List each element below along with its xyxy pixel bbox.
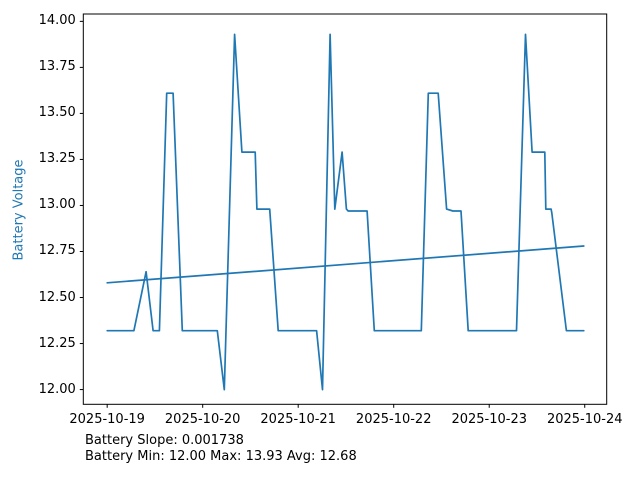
y-tick-label: 14.00 (38, 13, 76, 29)
y-tick-label: 13.75 (38, 59, 76, 75)
axis-tick-marks (79, 20, 586, 408)
x-tick-label: 2025-10-20 (164, 412, 241, 427)
y-tick-label: 13.00 (38, 197, 76, 213)
x-tick-label: 2025-10-21 (260, 412, 336, 427)
x-tick-label: 2025-10-19 (69, 412, 145, 427)
trend-line (106, 245, 585, 284)
series-lines (106, 33, 585, 391)
x-tick-label: 2025-10-23 (451, 412, 527, 427)
y-tick-label: 13.50 (38, 105, 76, 121)
stat-slope-text: Battery Slope: 0.001738 (85, 433, 244, 448)
stats-annotation: Battery Slope: 0.001738 Battery Min: 12.… (85, 433, 357, 465)
x-tick-label: 2025-10-22 (355, 412, 432, 427)
y-tick-label: 12.75 (38, 243, 76, 259)
y-axis-label: Battery Voltage (11, 159, 27, 261)
y-tick-label: 12.50 (38, 289, 76, 305)
plot-border (82, 13, 608, 405)
y-tick-label: 13.25 (38, 151, 76, 167)
y-tick-label: 12.25 (38, 335, 76, 351)
y-tick-label: 12.00 (38, 381, 76, 397)
x-tick-label: 2025-10-24 (546, 412, 623, 427)
stat-minmax-text: Battery Min: 12.00 Max: 13.93 Avg: 12.68 (85, 449, 357, 464)
battery-voltage-line (106, 33, 585, 391)
